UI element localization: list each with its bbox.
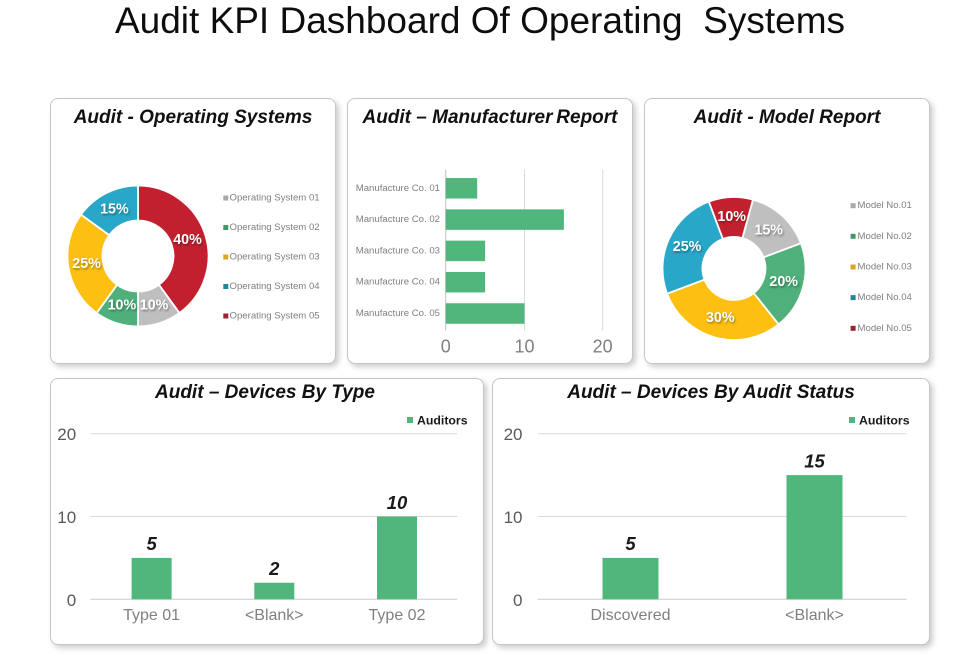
svg-text:2: 2: [268, 558, 280, 579]
svg-text:40%: 40%: [173, 232, 202, 248]
svg-text:20: 20: [504, 425, 523, 444]
svg-text:Manufacture Co. 02: Manufacture Co. 02: [356, 214, 440, 225]
svg-text:10%: 10%: [140, 298, 169, 314]
svg-text:10: 10: [387, 492, 408, 513]
svg-text:20%: 20%: [769, 274, 798, 290]
svg-text:Operating System 01: Operating System 01: [230, 193, 320, 204]
svg-text:0: 0: [441, 337, 451, 357]
svg-text:25%: 25%: [72, 256, 101, 272]
svg-text:<Blank>: <Blank>: [245, 607, 304, 624]
svg-text:Model No.01: Model No.01: [858, 200, 912, 211]
svg-text:10: 10: [514, 337, 534, 357]
svg-text:Model No.03: Model No.03: [858, 262, 912, 273]
svg-text:Manufacture Co. 03: Manufacture Co. 03: [356, 245, 440, 256]
svg-text:Model No.05: Model No.05: [858, 323, 912, 334]
svg-text:Operating System 04: Operating System 04: [230, 281, 321, 292]
svg-text:0: 0: [67, 591, 76, 610]
svg-text:Operating System 05: Operating System 05: [230, 311, 320, 322]
svg-text:15%: 15%: [100, 202, 129, 218]
svg-text:Manufacture Co. 05: Manufacture Co. 05: [356, 308, 440, 319]
svg-text:Operating System 03: Operating System 03: [230, 252, 320, 263]
svg-text:10: 10: [504, 508, 523, 527]
svg-text:<Blank>: <Blank>: [785, 607, 844, 624]
svg-text:Auditors: Auditors: [859, 414, 910, 428]
svg-text:Discovered: Discovered: [590, 607, 670, 624]
svg-text:Model No.04: Model No.04: [858, 292, 913, 303]
svg-text:Manufacture Co. 01: Manufacture Co. 01: [356, 183, 440, 194]
svg-text:Type 02: Type 02: [369, 607, 426, 624]
svg-text:20: 20: [593, 337, 613, 357]
svg-text:5: 5: [146, 533, 157, 554]
svg-text:0: 0: [513, 591, 522, 610]
svg-text:Auditors: Auditors: [417, 414, 468, 428]
svg-text:Type 01: Type 01: [123, 607, 180, 624]
svg-text:20: 20: [57, 425, 76, 444]
svg-text:15%: 15%: [754, 223, 783, 239]
svg-text:10%: 10%: [717, 209, 746, 225]
svg-text:Manufacture Co. 04: Manufacture Co. 04: [356, 277, 441, 288]
svg-text:15: 15: [804, 450, 825, 471]
svg-text:10: 10: [57, 508, 76, 527]
svg-text:5: 5: [625, 533, 636, 554]
svg-text:10%: 10%: [108, 298, 137, 314]
svg-text:Operating System 02: Operating System 02: [230, 222, 320, 233]
svg-text:30%: 30%: [706, 310, 735, 326]
svg-text:25%: 25%: [673, 239, 702, 255]
svg-text:Model No.02: Model No.02: [858, 231, 912, 242]
